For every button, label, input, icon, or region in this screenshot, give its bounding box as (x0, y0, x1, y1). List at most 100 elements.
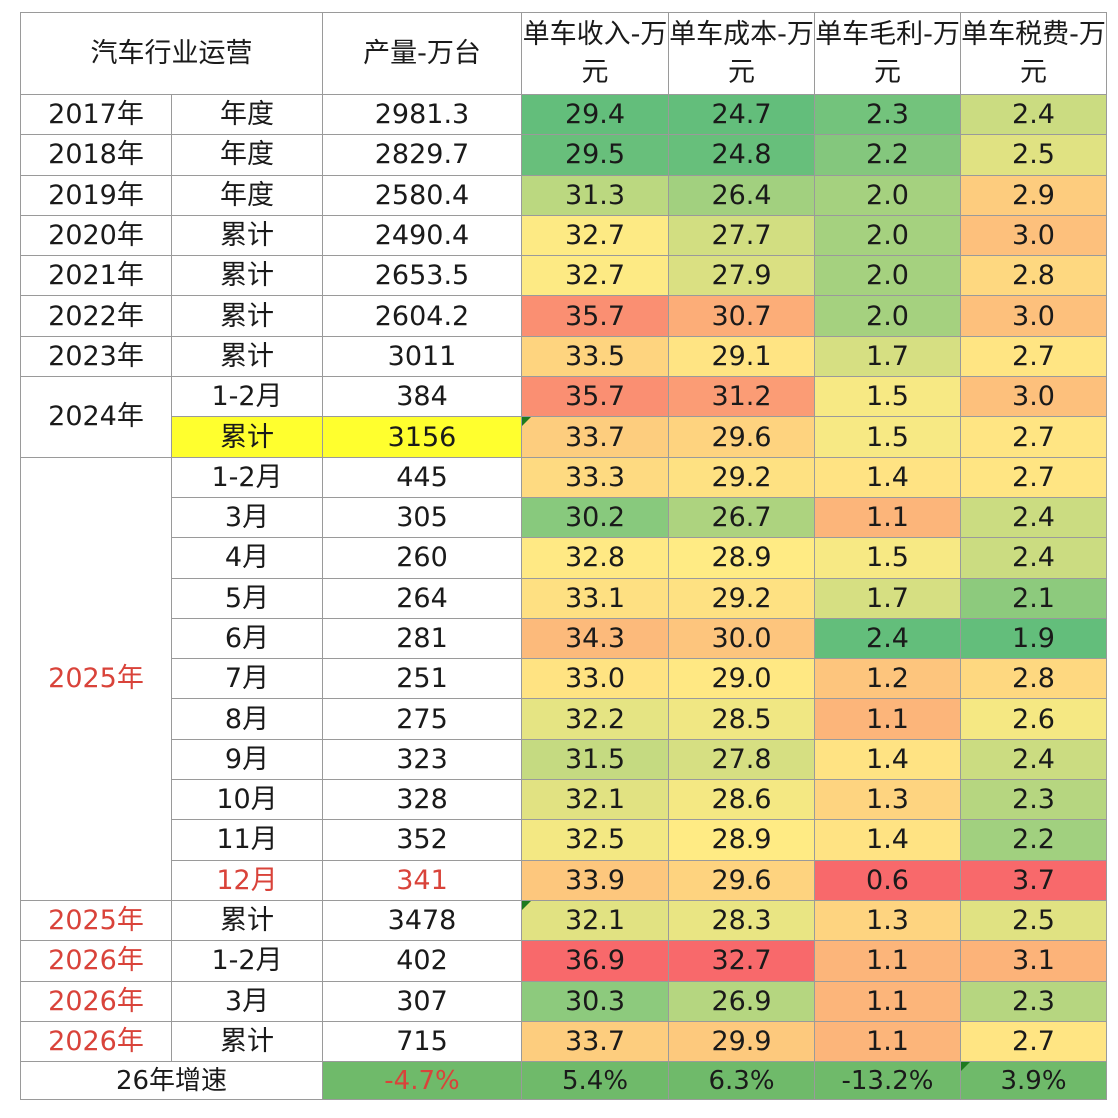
table-row: 2025年 1-2月 445 33.3 29.2 1.4 2.7 (20, 456, 1107, 901)
row-unit-cost-cell: 29.2 (668, 577, 815, 619)
row-unit-margin-cell: 1.4 (814, 738, 961, 781)
row-unit-cost-cell: 28.6 (668, 779, 815, 821)
row-year-cell: 2025年 (20, 456, 172, 901)
table-row: 8月 275 32.2 28.5 1.1 2.6 (21, 698, 1107, 740)
growth-revenue-cell: 5.4% (521, 1061, 669, 1101)
row-year-cell: 2018年 (20, 134, 172, 176)
table-row: 10月 328 32.1 28.6 1.3 2.3 (21, 779, 1107, 821)
row-unit-cost-cell: 29.0 (668, 658, 815, 700)
row-unit-cost-cell: 29.9 (668, 1020, 815, 1063)
row-unit-tax-cell: 2.8 (960, 658, 1107, 700)
row-unit-margin-cell: 0.6 (814, 859, 961, 901)
growth-label: 26年增速 (20, 1061, 323, 1101)
row-period-cell: 3月 (171, 980, 323, 1022)
row-unit-cost-cell: 29.1 (668, 335, 815, 378)
row-unit-tax-cell: 2.4 (960, 738, 1107, 781)
row-production-cell: 2490.4 (322, 214, 522, 257)
row-year-cell: 2026年 (20, 940, 172, 982)
header-row: 汽车行业运营 产量-万台 单车收入-万元 单车成本-万元 单车毛利-万元 单车税… (20, 12, 1107, 95)
row-period-cell: 3月 (171, 496, 323, 539)
row-unit-revenue-cell: 31.3 (521, 174, 669, 216)
table-row: 2020年 累计 2490.4 32.7 27.7 2.0 3.0 (20, 214, 1107, 257)
row-year-cell: 2025年 (20, 899, 172, 942)
table-row: 2022年 累计 2604.2 35.7 30.7 2.0 3.0 (20, 295, 1107, 337)
table-row: 7月 251 33.0 29.0 1.2 2.8 (21, 658, 1107, 700)
row-period-cell: 9月 (171, 738, 323, 781)
row-unit-margin-cell: 1.5 (814, 376, 961, 418)
row-period-cell: 累计 (171, 214, 323, 257)
row-unit-cost-cell: 24.8 (668, 134, 815, 176)
row-period-cell: 5月 (171, 577, 323, 619)
row-unit-tax-cell: 2.3 (960, 779, 1107, 821)
row-unit-tax-cell: 2.6 (960, 698, 1107, 740)
row-period-cell: 累计 (171, 416, 323, 458)
row-unit-tax-cell: 2.3 (960, 980, 1107, 1022)
table-row: 6月 281 34.3 30.0 2.4 1.9 (21, 617, 1107, 660)
row-period-cell: 累计 (171, 899, 323, 942)
table-row: 2019年 年度 2580.4 31.3 26.4 2.0 2.9 (20, 174, 1107, 216)
row-unit-tax-cell: 3.0 (960, 376, 1107, 418)
row-year-cell: 2022年 (20, 295, 172, 337)
row-unit-margin-cell: 1.2 (814, 658, 961, 700)
row-unit-margin-cell: 2.2 (814, 134, 961, 176)
row-unit-tax-cell: 2.7 (960, 1020, 1107, 1063)
row-unit-cost-cell: 27.9 (668, 255, 815, 297)
row-period-cell: 6月 (171, 617, 323, 660)
table-row: 11月 352 32.5 28.9 1.4 2.2 (21, 819, 1107, 861)
header-unit-cost: 单车成本-万元 (668, 12, 815, 95)
table-row: 9月 323 31.5 27.8 1.4 2.4 (21, 738, 1107, 781)
row-production-cell: 323 (322, 738, 522, 781)
row-unit-cost-cell: 32.7 (668, 940, 815, 982)
row-unit-cost-cell: 27.7 (668, 214, 815, 257)
row-production-cell: 445 (322, 456, 522, 498)
row-production-cell: 2981.3 (322, 93, 522, 136)
row-unit-revenue-cell: 35.7 (521, 295, 669, 337)
row-unit-revenue-cell: 35.7 (521, 376, 669, 418)
row-unit-tax-cell: 2.2 (960, 819, 1107, 861)
row-unit-margin-cell: 1.3 (814, 779, 961, 821)
row-period-cell: 7月 (171, 658, 323, 700)
row-production-cell: 715 (322, 1020, 522, 1063)
row-production-cell: 2580.4 (322, 174, 522, 216)
table-row: 2025年 累计 3478 32.1 28.3 1.3 2.5 (20, 899, 1107, 942)
row-unit-revenue-cell: 29.4 (521, 93, 669, 136)
row-unit-tax-cell: 2.5 (960, 134, 1107, 176)
row-period-cell: 年度 (171, 174, 323, 216)
table-row: 累计 3156 33.7 29.6 1.5 2.7 (21, 416, 1107, 458)
row-period-cell: 8月 (171, 698, 323, 740)
row-unit-revenue-cell: 30.3 (521, 980, 669, 1022)
row-period-cell: 累计 (171, 335, 323, 378)
row-unit-revenue-cell: 33.1 (521, 577, 669, 619)
row-production-cell: 264 (322, 577, 522, 619)
row-production-cell: 3011 (322, 335, 522, 378)
row-unit-cost-cell: 26.7 (668, 496, 815, 539)
table-row: 2026年 1-2月 402 36.9 32.7 1.1 3.1 (20, 940, 1107, 982)
row-unit-margin-cell: 1.4 (814, 456, 961, 498)
row-period-cell: 1-2月 (171, 940, 323, 982)
table-row: 3月 305 30.2 26.7 1.1 2.4 (21, 496, 1107, 539)
header-unit-margin: 单车毛利-万元 (814, 12, 961, 95)
row-year-cell: 2024年 (20, 376, 172, 458)
row-unit-revenue-cell: 29.5 (521, 134, 669, 176)
row-unit-revenue-cell: 32.7 (521, 255, 669, 297)
row-period-cell: 年度 (171, 134, 323, 176)
row-unit-revenue-cell: 32.1 (521, 779, 669, 821)
table-row: 2017年 年度 2981.3 29.4 24.7 2.3 2.4 (20, 93, 1107, 136)
row-unit-revenue-cell: 33.9 (521, 859, 669, 901)
row-unit-margin-cell: 1.7 (814, 335, 961, 378)
growth-row: 26年增速 -4.7% 5.4% 6.3% -13.2% 3.9% (20, 1061, 1107, 1101)
row-production-cell: 281 (322, 617, 522, 660)
row-unit-revenue-cell: 33.7 (521, 1020, 669, 1063)
table-row: 2026年 累计 715 33.7 29.9 1.1 2.7 (20, 1020, 1107, 1063)
row-production-cell: 3478 (322, 899, 522, 942)
row-production-cell: 3156 (322, 416, 522, 458)
row-unit-tax-cell: 2.1 (960, 577, 1107, 619)
row-unit-cost-cell: 31.2 (668, 376, 815, 418)
row-unit-margin-cell: 1.5 (814, 537, 961, 579)
row-year-cell: 2021年 (20, 255, 172, 297)
row-unit-revenue-cell: 32.8 (521, 537, 669, 579)
header-industry-ops: 汽车行业运营 (20, 12, 323, 95)
row-production-cell: 2604.2 (322, 295, 522, 337)
row-production-cell: 341 (322, 859, 522, 901)
row-period-cell: 12月 (171, 859, 323, 901)
